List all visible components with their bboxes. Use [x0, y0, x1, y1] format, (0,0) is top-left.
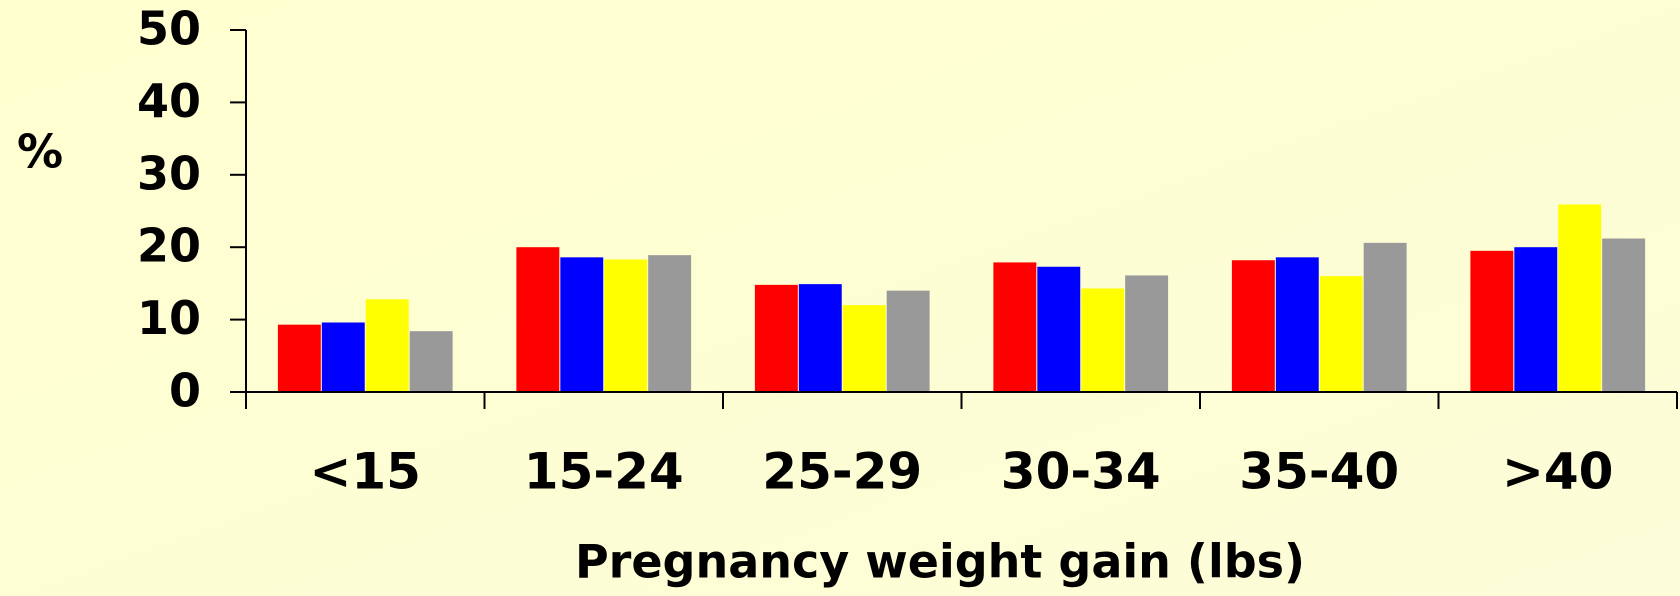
- bar: [886, 290, 930, 392]
- bar: [1037, 266, 1081, 392]
- bar: [1275, 257, 1319, 392]
- bar: [798, 284, 842, 392]
- y-tick-label: 20: [137, 219, 201, 273]
- bar: [648, 255, 692, 392]
- x-tick-label: >40: [1502, 443, 1613, 501]
- bar: [560, 257, 604, 392]
- bar: [1470, 250, 1514, 392]
- bar: [1231, 260, 1275, 392]
- x-tick-label: 35-40: [1239, 443, 1399, 501]
- x-tick-label: <15: [310, 443, 421, 501]
- x-axis-label: Pregnancy weight gain (lbs): [575, 535, 1305, 589]
- bar: [321, 322, 365, 392]
- bar: [1125, 275, 1169, 392]
- bar: [1558, 204, 1602, 392]
- y-tick-label: 30: [137, 146, 201, 200]
- bar: [993, 262, 1037, 392]
- bar: [1514, 247, 1558, 392]
- bar: [365, 299, 409, 392]
- bar: [1602, 238, 1646, 392]
- y-tick-label: 0: [169, 364, 201, 418]
- y-tick-label: 10: [137, 291, 201, 345]
- x-tick-label: 15-24: [524, 443, 684, 501]
- bar: [277, 324, 321, 392]
- bar: [1081, 288, 1125, 392]
- y-tick-label: 50: [137, 2, 201, 56]
- bar: [1363, 242, 1407, 392]
- y-axis-label: %: [17, 125, 63, 179]
- y-tick-label: 40: [137, 74, 201, 128]
- bar: [516, 247, 560, 392]
- x-tick-label: 30-34: [1001, 443, 1161, 501]
- bar: [842, 305, 886, 392]
- bar: [754, 284, 798, 392]
- bar: [409, 331, 453, 392]
- x-tick-label: 25-29: [762, 443, 922, 501]
- bar: [604, 259, 648, 392]
- bar: [1319, 276, 1363, 392]
